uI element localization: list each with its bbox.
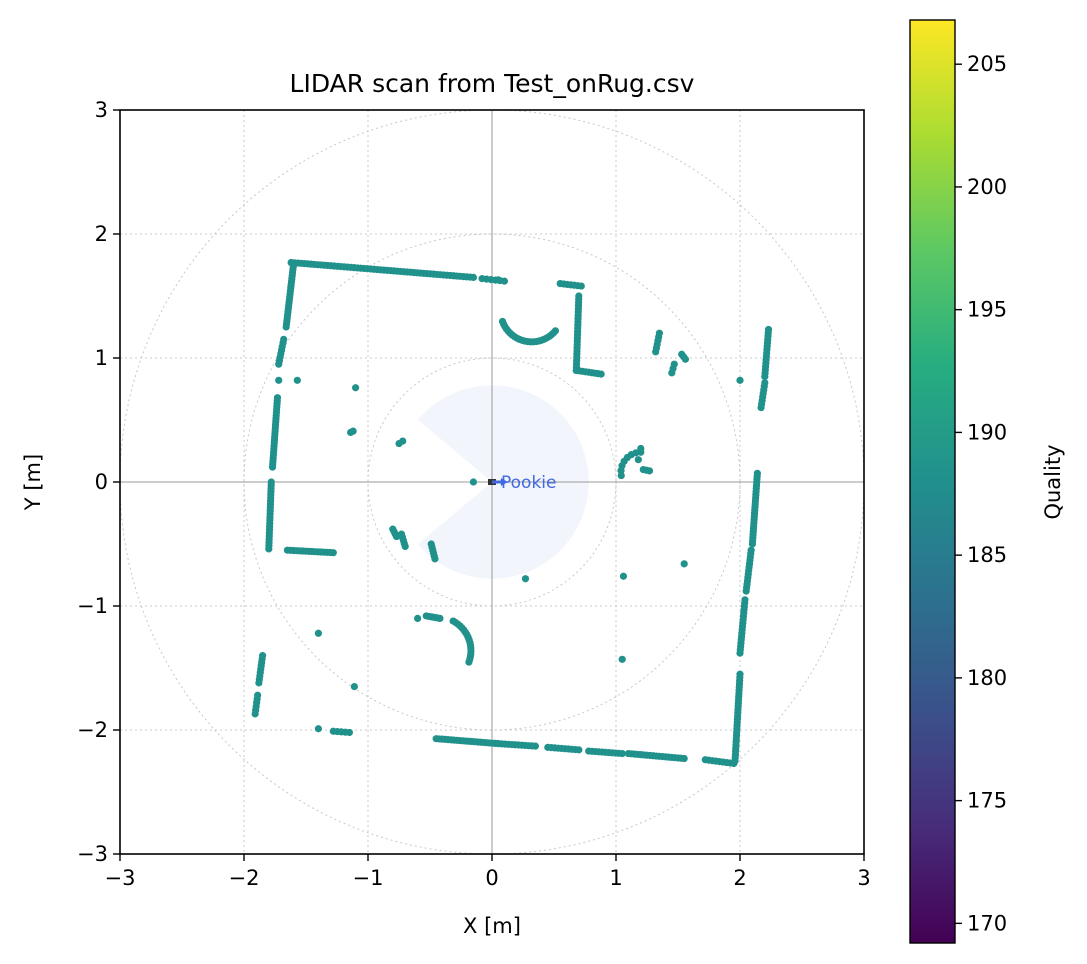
- scan-point-153: [329, 549, 337, 557]
- x-tick-label-1: −2: [229, 866, 260, 890]
- scan-point-504: [314, 725, 322, 733]
- scan-point-381: [761, 379, 769, 387]
- scan-point-160: [577, 282, 585, 290]
- scan-point-334: [747, 546, 755, 554]
- scan-point-489: [275, 376, 283, 384]
- scan-point-422: [401, 542, 409, 551]
- scan-point-493: [347, 428, 355, 436]
- colorbar-tick-label-6: 200: [967, 175, 1007, 199]
- scan-point-502: [314, 629, 322, 637]
- y-tick-label-6: 3: [95, 98, 108, 122]
- scan-point-193: [597, 370, 605, 378]
- colorbar: 170 175 180 185 190 195 200 205 Quality: [909, 19, 1065, 944]
- scan-point-501: [414, 614, 422, 623]
- colorbar-tick-label-7: 205: [967, 52, 1007, 76]
- y-tick-label-0: −3: [77, 842, 108, 866]
- robot-marker: [488, 478, 508, 486]
- scan-point-461: [551, 327, 560, 335]
- colorbar-tick-label-2: 180: [967, 666, 1007, 690]
- scan-point-267: [680, 754, 688, 763]
- scan-point-437: [436, 614, 444, 623]
- colorbar-label: Quality: [1041, 444, 1065, 519]
- chart-title: LIDAR scan from Test_onRug.csv: [290, 69, 695, 98]
- colorbar-tick-label-3: 185: [967, 543, 1007, 567]
- scan-point-503: [350, 683, 358, 691]
- scan-point-410: [670, 360, 678, 368]
- scan-point-496: [469, 478, 477, 486]
- x-tick-label-3: 0: [485, 866, 498, 890]
- scan-point-83: [282, 323, 290, 331]
- colorbar-tick-label-4: 190: [967, 420, 1007, 444]
- scan-point-227: [531, 742, 540, 750]
- colorbar-fill: [909, 19, 956, 944]
- x-tick-label-4: 1: [609, 866, 622, 890]
- y-axis-ticks: −3 −2 −1 0 1 2 3: [77, 98, 120, 866]
- scan-point-490: [293, 376, 301, 384]
- scan-point-488: [494, 276, 502, 284]
- colorbar-tick-label-0: 170: [967, 911, 1007, 935]
- scan-point-500: [618, 655, 626, 663]
- colorbar-tick-label-5: 195: [967, 298, 1007, 322]
- y-axis-label: Y [m]: [21, 454, 45, 511]
- scan-point-358: [753, 469, 761, 477]
- scan-point-507: [637, 444, 645, 453]
- colorbar-ticks: 170 175 180 185 190 195 200 205: [955, 52, 1007, 935]
- scan-point-487: [617, 471, 625, 480]
- x-tick-label-6: 3: [857, 866, 870, 890]
- scan-point-321: [741, 596, 749, 604]
- scan-point-61: [500, 277, 508, 285]
- scan-point-479: [465, 658, 473, 666]
- robot-label: Pookie: [501, 473, 556, 493]
- scan-point-498: [619, 572, 628, 580]
- scan-point-396: [251, 710, 259, 718]
- scan-point-115: [268, 463, 277, 471]
- scan-point-499: [680, 560, 688, 568]
- scan-point-137: [265, 545, 273, 553]
- x-tick-label-5: 2: [733, 866, 746, 890]
- plot-area: [120, 110, 864, 854]
- y-tick-label-5: 2: [95, 222, 108, 246]
- scan-point-91: [275, 360, 283, 368]
- scan-point-491: [352, 384, 360, 392]
- y-tick-label-4: 1: [95, 346, 108, 370]
- robot-heading-arrowhead: [500, 478, 508, 486]
- scan-point-237: [575, 746, 583, 754]
- scan-point-248: [618, 749, 626, 758]
- colorbar-tick-label-1: 175: [967, 789, 1007, 813]
- scan-point-55: [469, 273, 477, 281]
- scan-point-407: [652, 348, 660, 356]
- scan-point-401: [345, 728, 353, 737]
- scan-point-506: [634, 456, 642, 464]
- scan-point-505: [736, 376, 744, 384]
- x-axis-label: X [m]: [463, 914, 521, 938]
- scan-point-495: [395, 439, 403, 448]
- x-tick-label-0: −3: [105, 866, 136, 890]
- scan-point-413: [681, 355, 690, 363]
- scan-point-431: [645, 467, 654, 475]
- y-tick-label-2: −1: [77, 594, 108, 618]
- scan-point-390: [255, 679, 263, 687]
- scan-point-428: [431, 555, 439, 563]
- scan-point-304: [736, 670, 744, 678]
- x-tick-label-2: −1: [353, 866, 384, 890]
- y-tick-label-1: −2: [77, 718, 108, 742]
- x-axis-ticks: −3 −2 −1 0 1 2 3: [105, 854, 871, 890]
- y-tick-label-3: 0: [95, 470, 108, 494]
- scan-points: [251, 258, 773, 768]
- scan-point-497: [521, 575, 530, 583]
- scan-point-373: [764, 325, 773, 334]
